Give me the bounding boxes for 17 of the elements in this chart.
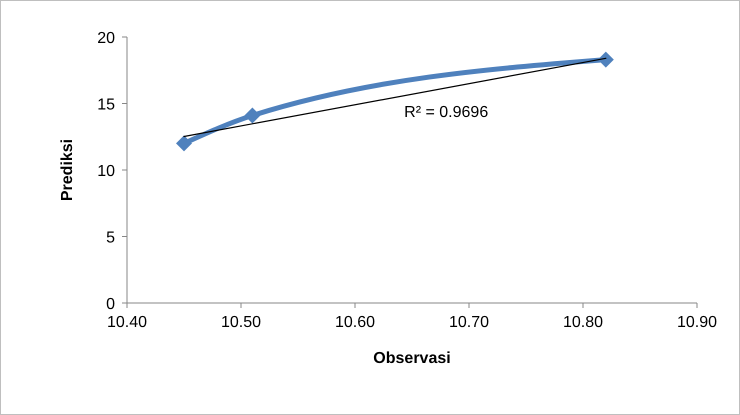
point xyxy=(598,52,614,68)
x-tick-label: 10.40 xyxy=(106,314,148,331)
y-tick-label: 0 xyxy=(106,296,116,313)
point xyxy=(176,135,192,152)
x-tick-label: 10.90 xyxy=(676,314,718,331)
point xyxy=(244,107,260,124)
y-tick-label: 5 xyxy=(106,230,116,246)
y-tick-label: 15 xyxy=(97,96,116,114)
x-axis-title: Observasi xyxy=(373,350,451,367)
y-tick-label: 20 xyxy=(97,30,116,47)
y-tick-label: 10 xyxy=(97,163,116,180)
annotation: R² = 0.9696 xyxy=(404,104,488,121)
y-axis-title: Prediksi xyxy=(59,138,76,202)
x-tick-label: 10.70 xyxy=(448,314,490,331)
x-tick-label: 10.60 xyxy=(334,314,376,331)
x-tick-label: 10.50 xyxy=(220,314,262,331)
x-tick-label: 10.80 xyxy=(562,314,604,331)
